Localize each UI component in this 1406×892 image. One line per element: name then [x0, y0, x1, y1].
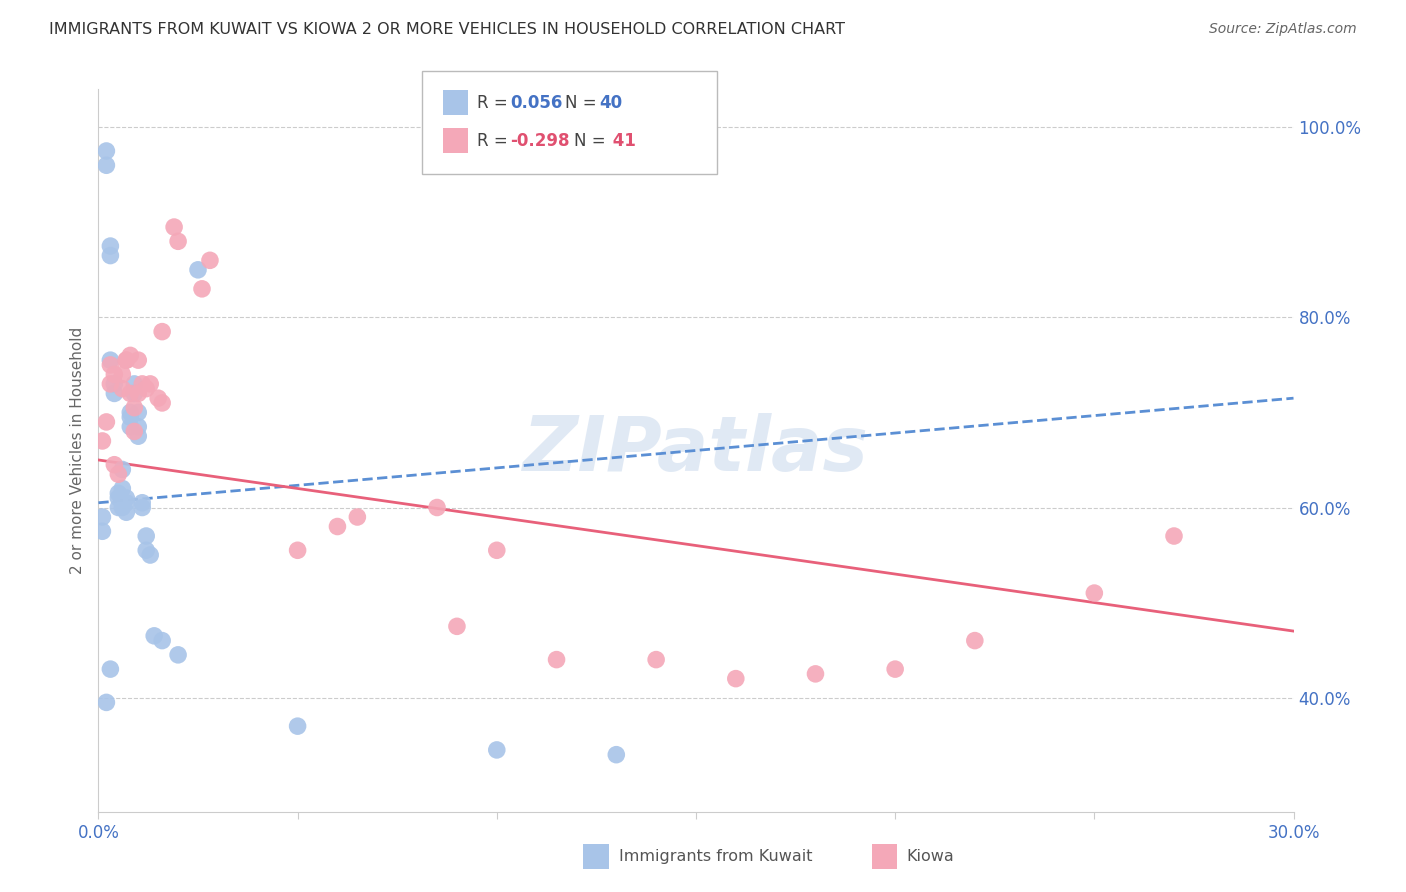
Point [107, 491, 129, 505]
Point [326, 519, 349, 533]
Point [485, 743, 508, 757]
Point [127, 353, 149, 368]
Point [111, 382, 134, 396]
Point [167, 235, 190, 249]
Point [724, 672, 747, 686]
Text: Kiowa: Kiowa [907, 849, 955, 863]
Text: N =: N = [565, 94, 602, 112]
Point [167, 648, 190, 662]
Point [198, 253, 221, 268]
Point [115, 353, 138, 368]
Point [131, 496, 153, 510]
Point [150, 325, 173, 339]
Point [191, 282, 214, 296]
Point [96, 415, 118, 429]
Point [111, 482, 134, 496]
Point [124, 386, 146, 401]
Point [120, 419, 142, 434]
Point [107, 500, 129, 515]
Text: 40: 40 [599, 94, 621, 112]
Point [135, 543, 157, 558]
Y-axis label: 2 or more Vehicles in Household: 2 or more Vehicles in Household [70, 326, 86, 574]
Point [98, 662, 122, 676]
Point [91, 510, 114, 524]
Point [287, 543, 309, 558]
Point [187, 263, 209, 277]
Point [111, 368, 134, 382]
Point [98, 353, 122, 368]
Text: IMMIGRANTS FROM KUWAIT VS KIOWA 2 OR MORE VEHICLES IN HOUSEHOLD CORRELATION CHAR: IMMIGRANTS FROM KUWAIT VS KIOWA 2 OR MOR… [49, 22, 845, 37]
Point [127, 405, 149, 419]
Point [96, 695, 118, 709]
Point [103, 376, 125, 391]
Point [91, 434, 114, 448]
Point [111, 462, 134, 476]
Text: N =: N = [574, 132, 610, 150]
Point [120, 410, 142, 425]
Text: 0.056: 0.056 [510, 94, 562, 112]
Point [96, 144, 118, 158]
Text: Source: ZipAtlas.com: Source: ZipAtlas.com [1209, 22, 1357, 37]
Point [485, 543, 508, 558]
Point [127, 419, 149, 434]
Point [120, 386, 142, 401]
Point [346, 510, 368, 524]
Point [150, 633, 173, 648]
Point [605, 747, 627, 762]
Point [96, 158, 118, 172]
Point [148, 391, 170, 405]
Point [103, 386, 125, 401]
Point [98, 376, 122, 391]
Point [546, 652, 568, 666]
Text: 41: 41 [607, 132, 637, 150]
Text: R =: R = [477, 132, 513, 150]
Point [107, 467, 129, 482]
Point [143, 629, 166, 643]
Point [115, 496, 138, 510]
Text: R =: R = [477, 94, 513, 112]
Point [1163, 529, 1185, 543]
Point [804, 666, 827, 681]
Text: ZIPatlas: ZIPatlas [523, 414, 869, 487]
Point [150, 396, 173, 410]
Point [120, 348, 142, 362]
Point [139, 376, 162, 391]
Point [115, 505, 138, 519]
Text: Immigrants from Kuwait: Immigrants from Kuwait [619, 849, 813, 863]
Point [107, 486, 129, 500]
Point [963, 633, 986, 648]
Point [103, 458, 125, 472]
Point [135, 529, 157, 543]
Point [287, 719, 309, 733]
Point [124, 425, 146, 439]
Point [98, 249, 122, 263]
Point [139, 548, 162, 562]
Point [91, 524, 114, 539]
Point [111, 500, 134, 515]
Point [115, 491, 138, 505]
Point [446, 619, 468, 633]
Text: -0.298: -0.298 [510, 132, 569, 150]
Point [1083, 586, 1105, 600]
Point [115, 353, 138, 368]
Point [163, 220, 186, 235]
Point [131, 376, 153, 391]
Point [124, 376, 146, 391]
Point [884, 662, 907, 676]
Point [135, 382, 157, 396]
Point [426, 500, 449, 515]
Point [98, 239, 122, 253]
Point [127, 429, 149, 443]
Point [127, 386, 149, 401]
Point [98, 358, 122, 372]
Point [120, 405, 142, 419]
Point [131, 500, 153, 515]
Point [103, 368, 125, 382]
Point [124, 401, 146, 415]
Point [645, 652, 668, 666]
